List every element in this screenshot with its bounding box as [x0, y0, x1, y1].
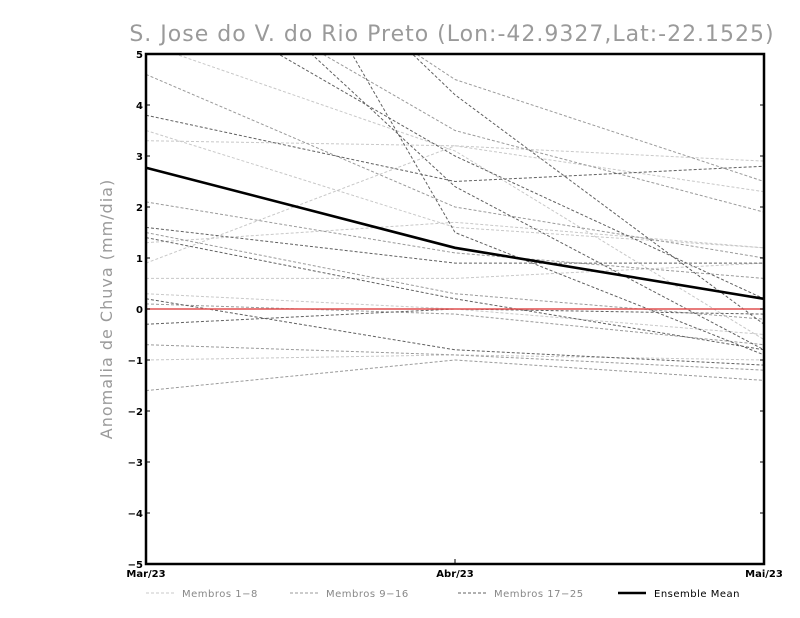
y-tick-label: 5	[136, 50, 143, 61]
member-line-m1	[146, 130, 764, 249]
member-line-m10	[146, 344, 764, 371]
legend-label-3: Membros 17−25	[494, 589, 584, 600]
member-line-m11	[146, 359, 764, 392]
legend: Membros 1−8 Membros 9−16 Membros 17−25 Ense…	[146, 589, 740, 600]
member-line-m16	[415, 54, 764, 182]
member-line-m14	[146, 73, 764, 259]
member-line-m19	[146, 226, 764, 264]
member-line-m3	[146, 262, 764, 279]
axis-layer: −5 −4 −3 −2 −1 0 1 2 3 4 5 Mar/23 Abr/23 Mai/23	[126, 50, 782, 580]
y-tick-label: 3	[136, 152, 143, 163]
member-line-m7	[146, 221, 764, 249]
member-line-m15	[321, 54, 764, 213]
y-tick-label: 4	[136, 101, 143, 112]
chart-title: S. Jose do V. do Rio Preto (Lon:-42.9327…	[129, 22, 774, 47]
member-line-m17	[146, 114, 764, 183]
member-line-m6	[146, 140, 764, 162]
y-tick-label: −5	[128, 560, 143, 571]
x-tick-label: Abr/23	[436, 569, 473, 580]
y-axis-label: Anomalia de Chuva (mm/dia)	[97, 179, 116, 439]
member-line-m24	[146, 237, 764, 351]
member-line-m2	[146, 145, 764, 264]
y-tick-label: 0	[136, 305, 143, 316]
reference-layer	[145, 166, 765, 310]
y-tick-label: −1	[128, 356, 143, 367]
member-line-m9	[146, 232, 764, 320]
member-line-m18	[277, 54, 764, 300]
member-line-m23	[411, 54, 764, 325]
y-tick-label: 1	[136, 254, 143, 265]
y-tick-label: −2	[128, 407, 143, 418]
legend-label-1: Membros 1−8	[182, 589, 258, 600]
series-layer	[146, 54, 764, 392]
member-line-m8	[173, 54, 764, 341]
y-tick-label: −4	[128, 509, 143, 520]
member-line-m13	[146, 303, 764, 346]
y-tick-label: 2	[136, 203, 143, 214]
member-line-m21	[146, 308, 764, 325]
y-tick-label: −3	[128, 458, 143, 469]
member-line-m5	[146, 354, 764, 361]
x-tick-label: Mai/23	[745, 569, 783, 580]
legend-label-2: Membros 9−16	[326, 589, 409, 600]
legend-label-4: Ensemble Mean	[654, 589, 740, 600]
ensemble-mean-line	[145, 166, 765, 301]
member-line-m22	[310, 54, 764, 351]
x-tick-label: Mar/23	[126, 569, 165, 580]
member-line-m4	[146, 293, 764, 335]
